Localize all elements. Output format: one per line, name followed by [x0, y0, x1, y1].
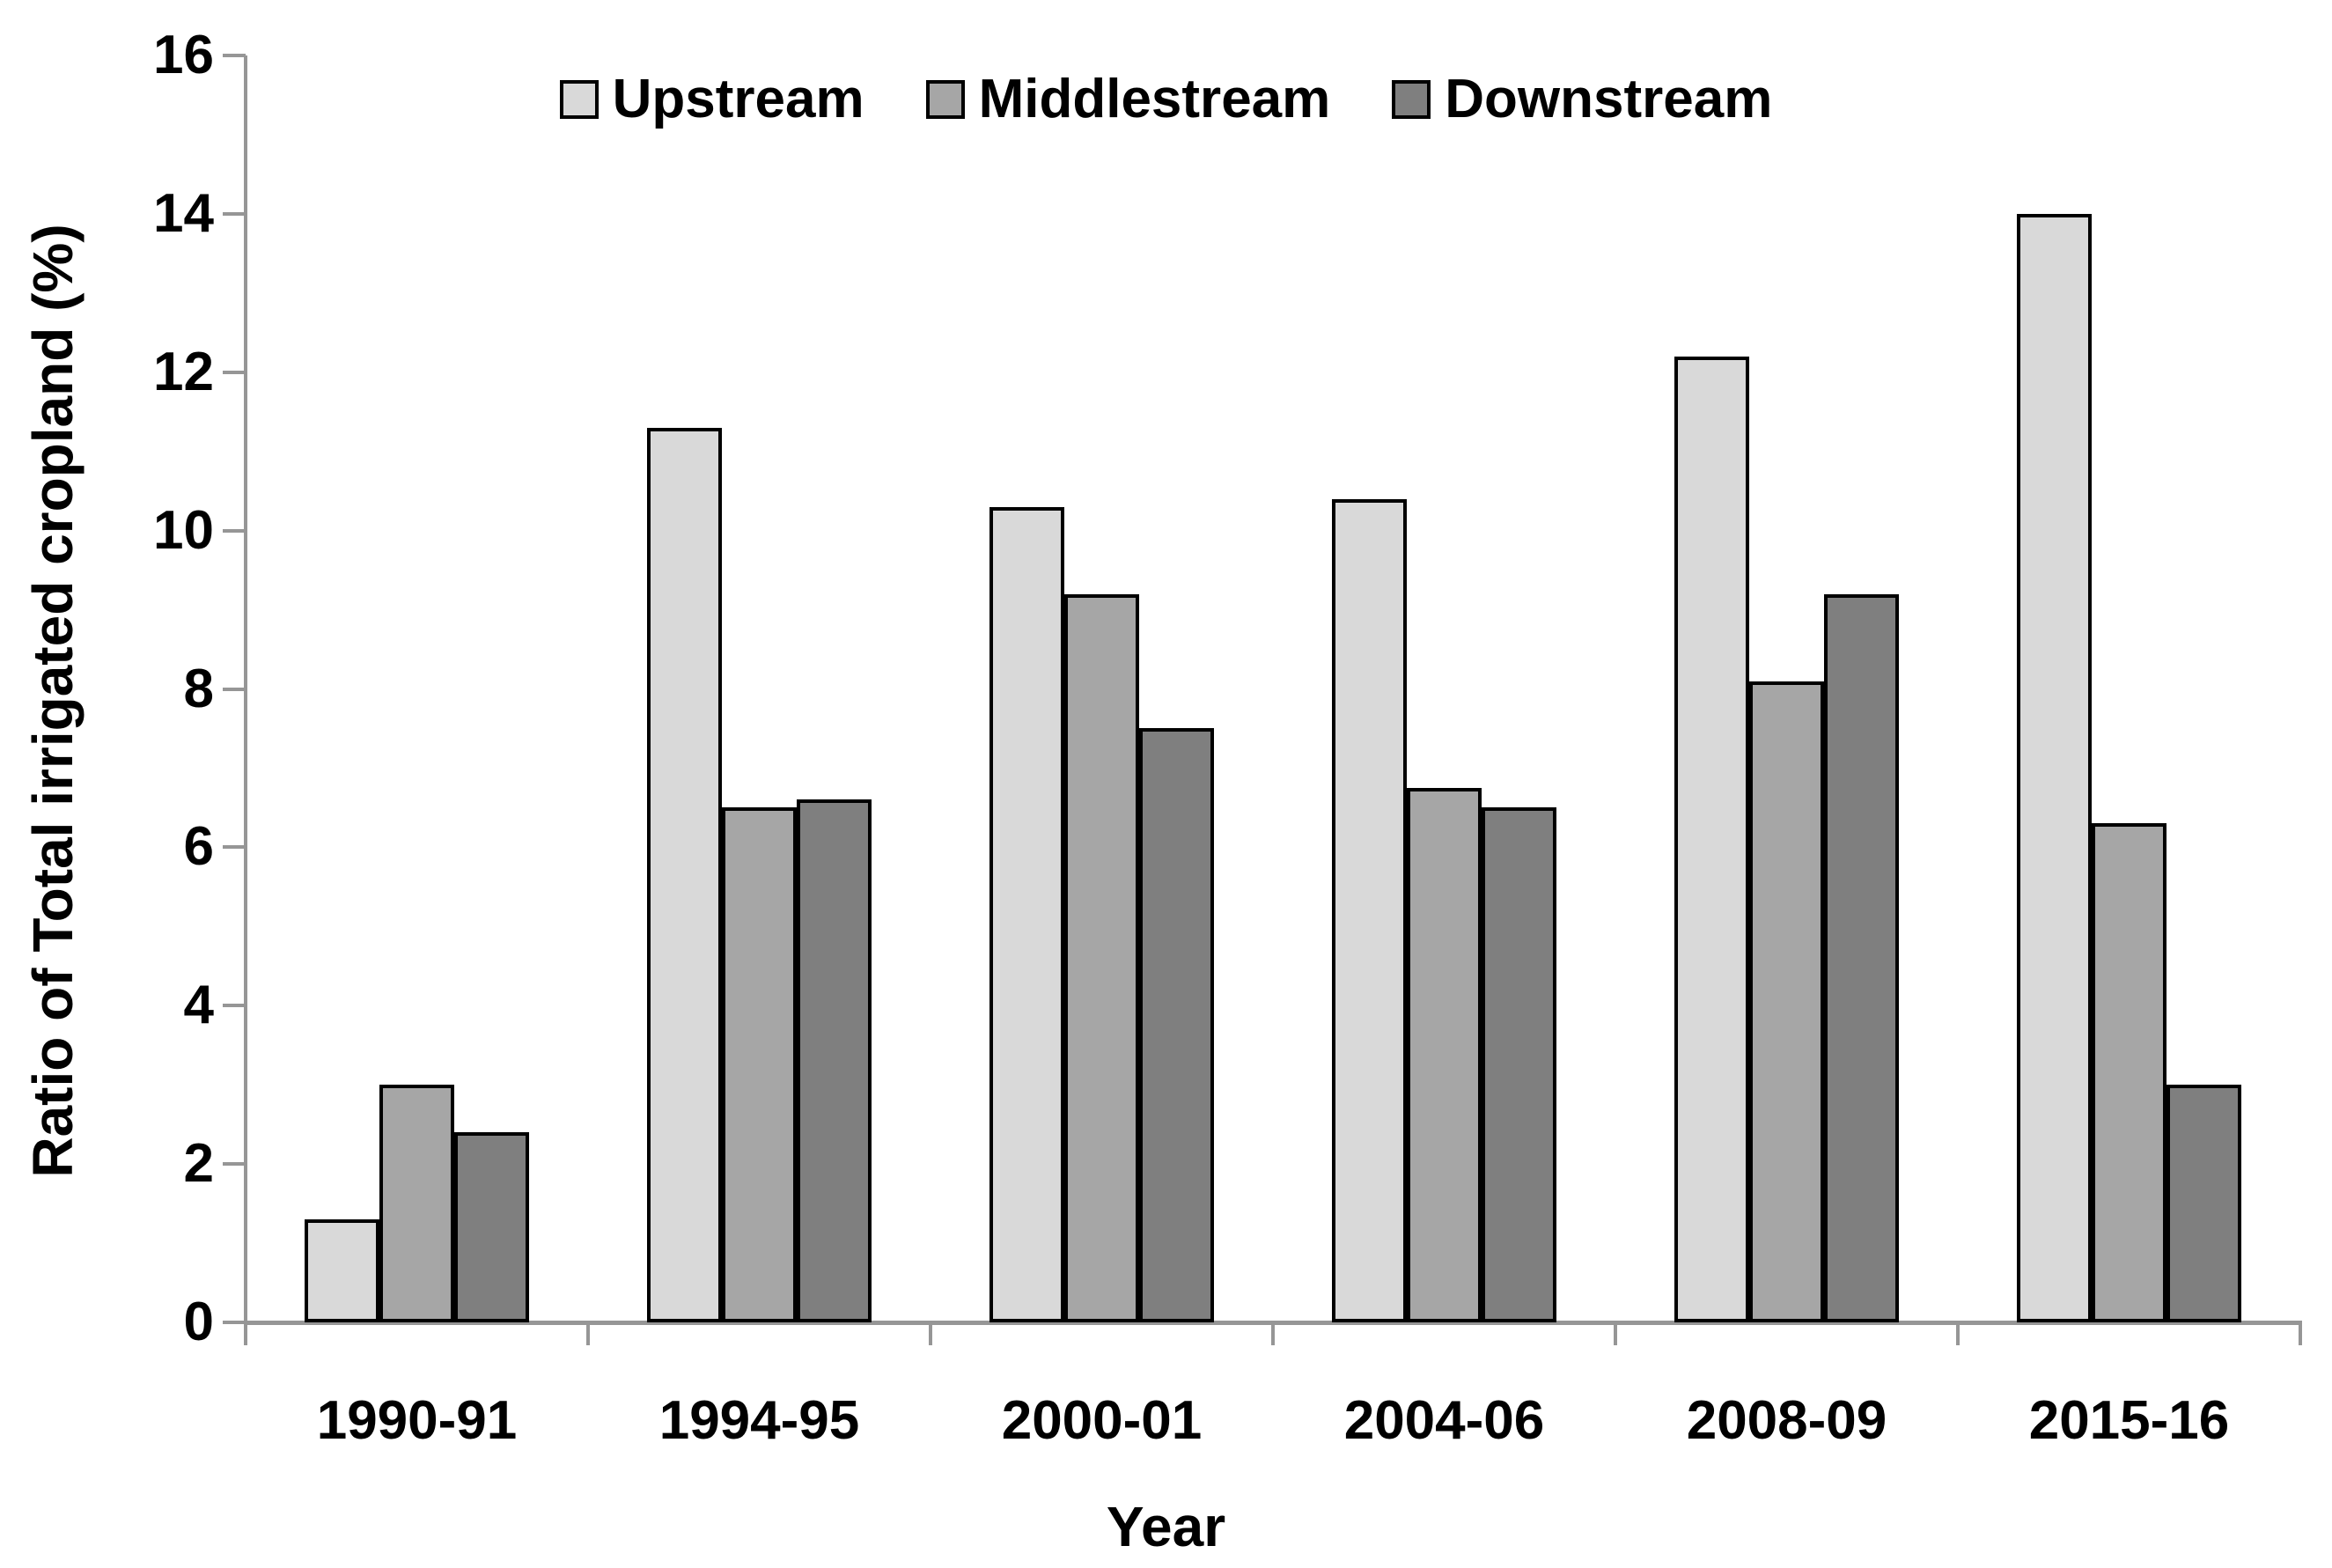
y-tick-label: 14	[153, 182, 214, 244]
x-tick-label: 1994-95	[658, 1390, 860, 1451]
y-tick-label: 6	[183, 816, 214, 878]
bar-upstream-2008-09	[1674, 356, 1749, 1322]
legend-swatch-downstream	[1392, 80, 1431, 119]
y-tick-label: 16	[153, 25, 214, 85]
x-tick-label: 2000-01	[1001, 1390, 1203, 1451]
x-tick-label: 2008-09	[1686, 1390, 1887, 1451]
y-tick-mark	[223, 54, 246, 57]
y-tick-mark	[223, 845, 246, 850]
bar-downstream-1990-91	[454, 1132, 529, 1322]
x-tick-mark	[1271, 1322, 1275, 1345]
y-axis-line	[244, 55, 247, 1324]
bar-middlestream-2015-16	[2092, 823, 2166, 1322]
legend-item-middlestream: Middlestream	[925, 69, 1331, 129]
y-tick-label: 0	[183, 1292, 214, 1352]
bar-downstream-2008-09	[1824, 593, 1899, 1322]
legend: Upstream Middlestream Downstream	[0, 69, 2332, 130]
bar-upstream-1990-91	[305, 1219, 379, 1322]
x-tick-mark	[929, 1322, 932, 1345]
legend-swatch-upstream	[559, 80, 599, 119]
y-tick-mark	[223, 528, 246, 533]
bar-downstream-2015-16	[2166, 1085, 2241, 1322]
bar-middlestream-2000-01	[1064, 593, 1139, 1322]
bar-middlestream-1994-95	[722, 807, 797, 1322]
y-tick-mark	[223, 211, 246, 216]
bar-upstream-2015-16	[2017, 213, 2092, 1322]
y-tick-mark	[223, 1321, 246, 1324]
y-tick-mark	[223, 1162, 246, 1167]
x-axis-title: Year	[1106, 1495, 1226, 1558]
x-tick-mark	[244, 1322, 247, 1345]
bar-middlestream-2004-06	[1407, 787, 1482, 1322]
legend-item-downstream: Downstream	[1392, 70, 1772, 129]
legend-swatch-middlestream	[925, 80, 965, 119]
y-tick-mark	[223, 1004, 246, 1008]
legend-label-upstream: Upstream	[612, 69, 864, 129]
legend-item-upstream: Upstream	[559, 69, 864, 129]
bar-downstream-1994-95	[797, 799, 872, 1322]
bar-middlestream-1990-91	[379, 1085, 454, 1322]
y-tick-mark	[223, 370, 246, 374]
bar-upstream-2000-01	[989, 506, 1064, 1322]
x-tick-mark	[1956, 1322, 1960, 1345]
bar-downstream-2004-06	[1482, 807, 1556, 1322]
y-tick-mark	[223, 687, 246, 691]
y-tick-label: 10	[153, 499, 214, 561]
legend-label-downstream: Downstream	[1445, 69, 1773, 129]
x-tick-label: 2004-06	[1343, 1390, 1545, 1451]
bar-upstream-2004-06	[1332, 498, 1407, 1322]
x-tick-mark	[586, 1322, 590, 1345]
y-tick-label: 12	[153, 341, 214, 402]
y-tick-label: 8	[183, 658, 214, 719]
x-tick-mark	[2299, 1322, 2302, 1345]
x-tick-mark	[1614, 1322, 1617, 1345]
bar-downstream-2000-01	[1139, 728, 1214, 1322]
x-tick-label: 1990-91	[316, 1390, 518, 1451]
y-tick-label: 4	[183, 975, 214, 1036]
legend-label-middlestream: Middlestream	[978, 69, 1331, 129]
x-tick-label: 2015-16	[2028, 1390, 2230, 1451]
y-tick-label: 2	[183, 1133, 214, 1195]
bar-middlestream-2008-09	[1749, 681, 1824, 1322]
bar-upstream-1994-95	[647, 427, 722, 1322]
